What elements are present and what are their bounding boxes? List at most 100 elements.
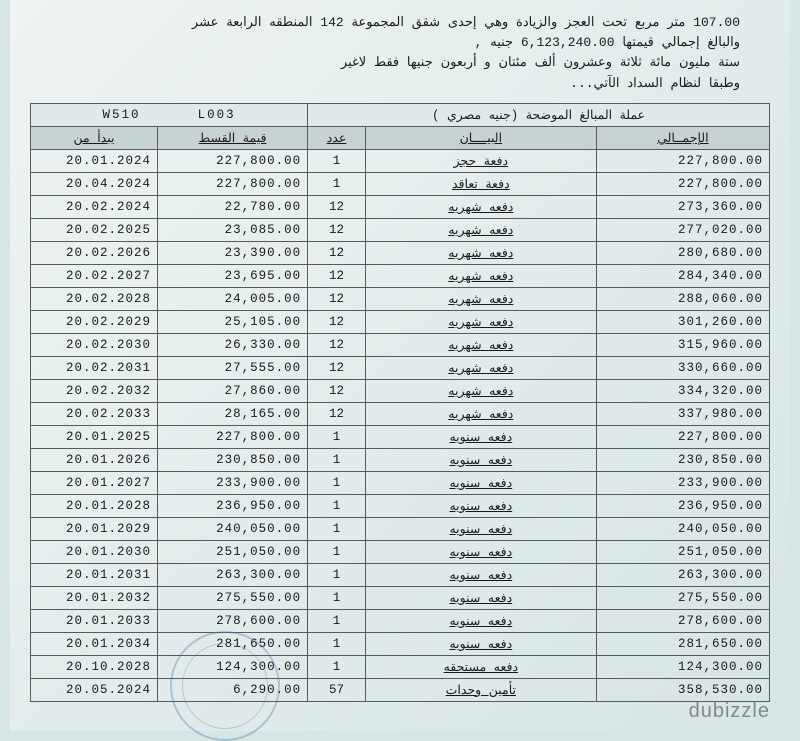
cell-date: 20.02.2024 — [31, 195, 158, 218]
cell-date: 20.05.2024 — [31, 678, 158, 701]
watermark-text: dubizzle — [689, 700, 770, 723]
cell-inst: 275,550.00 — [158, 586, 308, 609]
cell-desc: دفعه شهريه — [365, 310, 596, 333]
code-l: L003 — [198, 108, 236, 122]
table-row: 20.10.2028124,300.001دفعه مستحقه124,300.… — [31, 655, 770, 678]
cell-count: 12 — [308, 287, 366, 310]
table-row: 20.05.20246,290.0057تأمين وحدات358,530.0… — [31, 678, 770, 701]
cell-total: 227,800.00 — [596, 172, 769, 195]
col-desc: البيــــان — [365, 126, 596, 149]
cell-date: 20.01.2029 — [31, 517, 158, 540]
cell-date: 20.01.2033 — [31, 609, 158, 632]
code-w: W510 — [103, 108, 141, 122]
cell-count: 12 — [308, 241, 366, 264]
cell-desc: دفعه سنويه — [365, 471, 596, 494]
table-row: 20.01.2026230,850.001دفعه سنويه230,850.0… — [31, 448, 770, 471]
header-line-2: والبالغ إجمالي قيمتها 6,123,240.00 جنيه … — [60, 34, 740, 52]
header-line-4: وطبقا لنظام السداد الآتي... — [60, 75, 740, 93]
table-header-columns-row: يبدأ من قيمة القسط عدد البيــــان الإجمـ… — [31, 126, 770, 149]
cell-desc: دفعة حجز — [365, 149, 596, 172]
cell-count: 1 — [308, 632, 366, 655]
cell-count: 1 — [308, 655, 366, 678]
cell-desc: دفعه شهريه — [365, 379, 596, 402]
cell-date: 20.01.2034 — [31, 632, 158, 655]
cell-inst: 23,085.00 — [158, 218, 308, 241]
cell-total: 358,530.00 — [596, 678, 769, 701]
cell-total: 236,950.00 — [596, 494, 769, 517]
cell-count: 1 — [308, 540, 366, 563]
cell-count: 12 — [308, 264, 366, 287]
cell-count: 12 — [308, 310, 366, 333]
cell-count: 1 — [308, 149, 366, 172]
cell-inst: 24,005.00 — [158, 287, 308, 310]
table-row: 20.01.2032275,550.001دفعه سنويه275,550.0… — [31, 586, 770, 609]
cell-inst: 6,290.00 — [158, 678, 308, 701]
cell-total: 275,550.00 — [596, 586, 769, 609]
cell-total: 280,680.00 — [596, 241, 769, 264]
cell-desc: دفعه سنويه — [365, 563, 596, 586]
cell-inst: 233,900.00 — [158, 471, 308, 494]
cell-count: 1 — [308, 563, 366, 586]
cell-inst: 25,105.00 — [158, 310, 308, 333]
cell-date: 20.01.2027 — [31, 471, 158, 494]
cell-desc: دفعه سنويه — [365, 586, 596, 609]
col-count: عدد — [308, 126, 366, 149]
cell-date: 20.01.2032 — [31, 586, 158, 609]
col-total: الإجمــالي — [596, 126, 769, 149]
cell-inst: 124,300.00 — [158, 655, 308, 678]
cell-desc: دفعه شهريه — [365, 356, 596, 379]
cell-count: 12 — [308, 333, 366, 356]
cell-total: 227,800.00 — [596, 425, 769, 448]
currency-label-cell: عملة المبالغ الموضحة (جنيه مصري ) — [308, 103, 770, 126]
table-row: 20.02.203328,165.0012دفعه شهريه337,980.0… — [31, 402, 770, 425]
cell-desc: دفعه مستحقه — [365, 655, 596, 678]
cell-count: 1 — [308, 448, 366, 471]
cell-total: 227,800.00 — [596, 149, 769, 172]
table-row: 20.01.2033278,600.001دفعه سنويه278,600.0… — [31, 609, 770, 632]
cell-date: 20.02.2033 — [31, 402, 158, 425]
col-installment: قيمة القسط — [158, 126, 308, 149]
table-row: 20.02.203127,555.0012دفعه شهريه330,660.0… — [31, 356, 770, 379]
table-row: 20.04.2024227,800.001دفعة تعاقد227,800.0… — [31, 172, 770, 195]
cell-date: 20.02.2025 — [31, 218, 158, 241]
cell-total: 334,320.00 — [596, 379, 769, 402]
header-text-block: 107.00 متر مربع تحت العجز والزيادة وهي إ… — [30, 8, 770, 97]
cell-inst: 27,555.00 — [158, 356, 308, 379]
cell-total: 330,660.00 — [596, 356, 769, 379]
cell-count: 12 — [308, 195, 366, 218]
cell-desc: دفعه شهريه — [365, 402, 596, 425]
cell-desc: دفعه سنويه — [365, 517, 596, 540]
cell-date: 20.02.2027 — [31, 264, 158, 287]
cell-total: 124,300.00 — [596, 655, 769, 678]
cell-date: 20.02.2026 — [31, 241, 158, 264]
table-row: 20.02.202925,105.0012دفعه شهريه301,260.0… — [31, 310, 770, 333]
cell-inst: 28,165.00 — [158, 402, 308, 425]
cell-date: 20.02.2030 — [31, 333, 158, 356]
cell-total: 281,650.00 — [596, 632, 769, 655]
cell-date: 20.01.2031 — [31, 563, 158, 586]
cell-inst: 227,800.00 — [158, 425, 308, 448]
cell-date: 20.01.2030 — [31, 540, 158, 563]
cell-inst: 251,050.00 — [158, 540, 308, 563]
table-row: 20.01.2027233,900.001دفعه سنويه233,900.0… — [31, 471, 770, 494]
cell-count: 12 — [308, 402, 366, 425]
cell-desc: دفعه شهريه — [365, 218, 596, 241]
cell-desc: دفعه سنويه — [365, 448, 596, 471]
table-row: 20.02.202523,085.0012دفعه شهريه277,020.0… — [31, 218, 770, 241]
document-paper: 107.00 متر مربع تحت العجز والزيادة وهي إ… — [10, 0, 790, 731]
table-row: 20.01.2025227,800.001دفعه سنويه227,800.0… — [31, 425, 770, 448]
cell-count: 1 — [308, 471, 366, 494]
table-row: 20.02.202623,390.0012دفعه شهريه280,680.0… — [31, 241, 770, 264]
cell-desc: دفعه شهريه — [365, 195, 596, 218]
cell-count: 1 — [308, 172, 366, 195]
cell-date: 20.02.2029 — [31, 310, 158, 333]
cell-inst: 27,860.00 — [158, 379, 308, 402]
cell-total: 251,050.00 — [596, 540, 769, 563]
cell-count: 1 — [308, 609, 366, 632]
table-row: 20.02.202723,695.0012دفعه شهريه284,340.0… — [31, 264, 770, 287]
cell-inst: 22,780.00 — [158, 195, 308, 218]
cell-total: 240,050.00 — [596, 517, 769, 540]
cell-inst: 240,050.00 — [158, 517, 308, 540]
codes-cell: W510 L003 — [31, 103, 308, 126]
cell-total: 230,850.00 — [596, 448, 769, 471]
